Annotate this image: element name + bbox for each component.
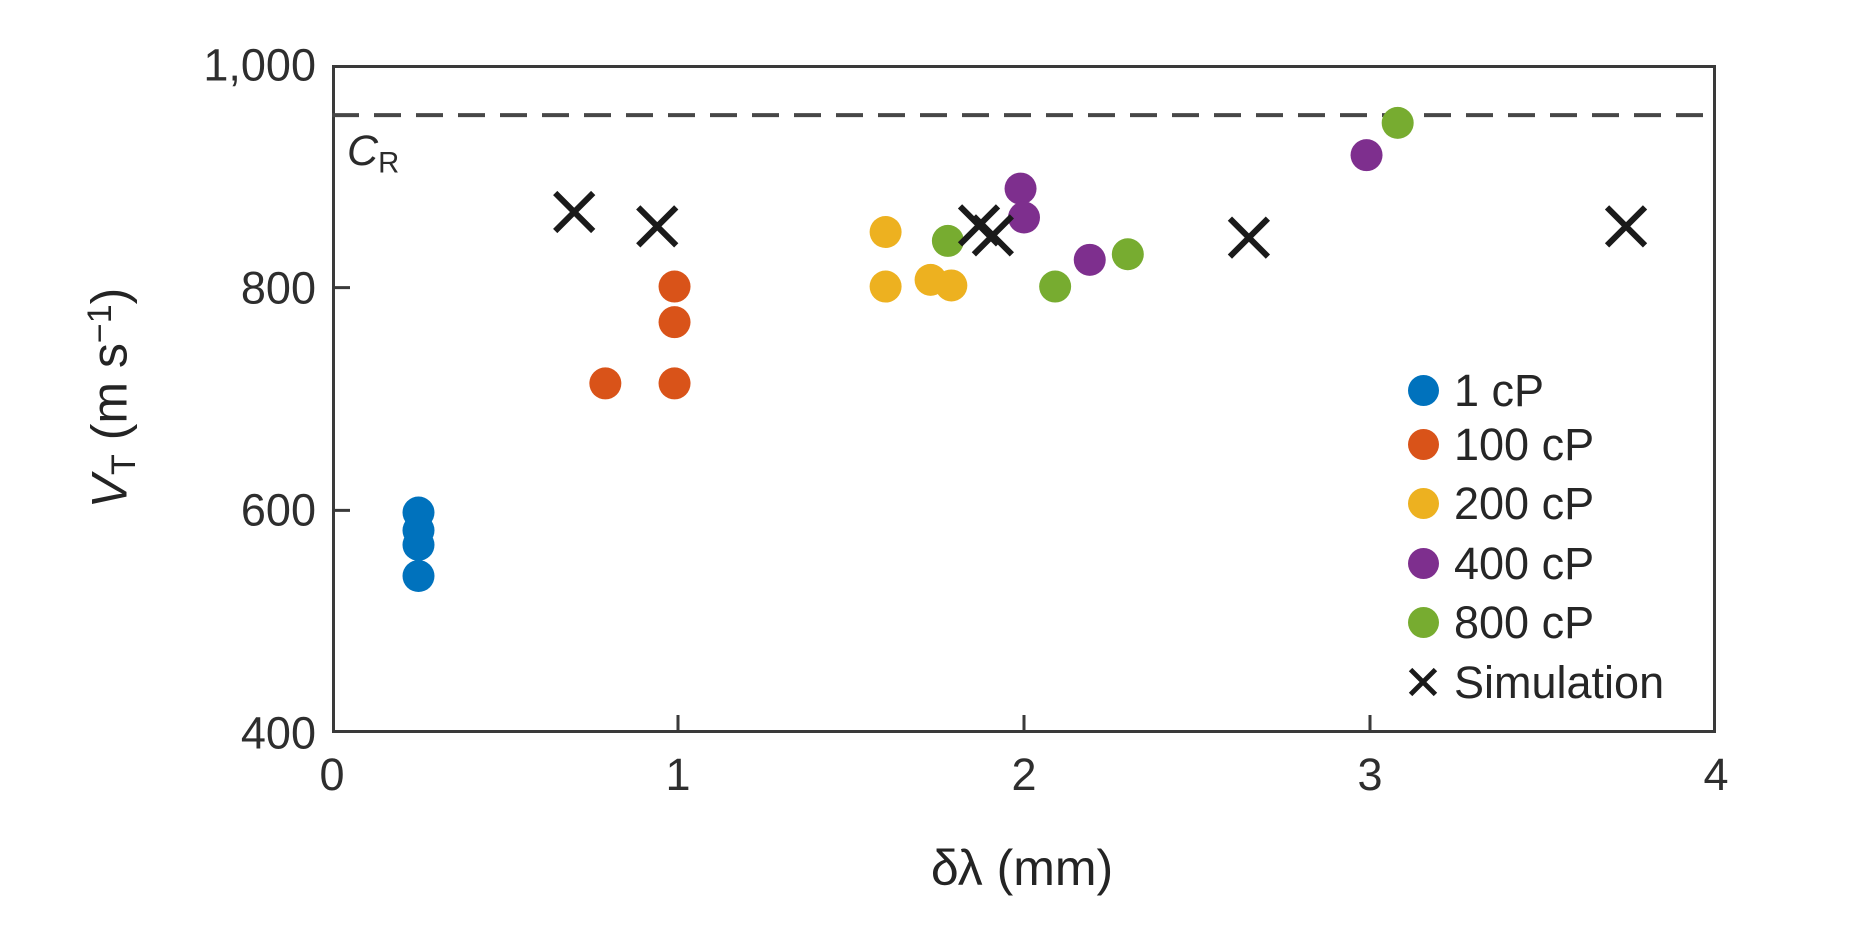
y-axis-variable: V bbox=[81, 474, 138, 509]
point-100-cp bbox=[658, 367, 691, 400]
x-tick-label-4: 4 bbox=[1703, 749, 1729, 800]
point-200-cp bbox=[869, 270, 902, 303]
y-axis-variable-subscript: T bbox=[104, 454, 143, 475]
point-100-cp bbox=[589, 367, 622, 400]
y-tick-label-600: 600 bbox=[240, 484, 316, 536]
y-axis-unit: (m s bbox=[81, 343, 138, 455]
cr-annotation-subscript: R bbox=[378, 147, 400, 180]
point-800-cp bbox=[931, 224, 964, 257]
x-tick-label-3: 3 bbox=[1357, 749, 1383, 800]
point-simulation bbox=[636, 205, 679, 248]
point-400-cp bbox=[1008, 201, 1040, 234]
point-400-cp bbox=[1350, 139, 1383, 172]
point-400-cp bbox=[1004, 172, 1037, 205]
y-tick-label-400: 400 bbox=[240, 707, 316, 759]
y-tick-label-800: 800 bbox=[240, 262, 316, 314]
point-200-cp bbox=[869, 216, 902, 248]
point-800-cp bbox=[1111, 238, 1144, 271]
y-axis-label: VT (m s−1) bbox=[81, 287, 143, 509]
point-200-cp bbox=[935, 269, 968, 302]
cr-annotation-main: C bbox=[347, 127, 379, 175]
plot-area bbox=[332, 65, 1716, 733]
point-simulation bbox=[1227, 216, 1271, 259]
y-axis-unit-close: ) bbox=[81, 287, 138, 305]
point-400-cp bbox=[1073, 243, 1106, 276]
point-800-cp bbox=[1381, 106, 1414, 139]
point-1-cp bbox=[402, 528, 435, 561]
scatter-plot-canvas bbox=[332, 65, 1716, 733]
point-100-cp bbox=[658, 306, 691, 339]
point-simulation bbox=[971, 214, 1014, 257]
x-axis-label: δλ (mm) bbox=[930, 840, 1114, 896]
point-simulation bbox=[553, 190, 596, 234]
x-tick-label-1: 1 bbox=[665, 749, 691, 800]
cr-annotation: CR bbox=[347, 130, 399, 179]
point-simulation bbox=[1604, 205, 1648, 248]
point-1-cp bbox=[402, 560, 435, 593]
y-axis-unit-exponent: −1 bbox=[81, 304, 120, 344]
point-800-cp bbox=[1039, 270, 1072, 303]
y-tick-label-1000: 1,000 bbox=[203, 39, 316, 91]
x-tick-label-2: 2 bbox=[1011, 749, 1037, 800]
point-100-cp bbox=[658, 270, 691, 303]
x-tick-label-0: 0 bbox=[319, 749, 345, 800]
